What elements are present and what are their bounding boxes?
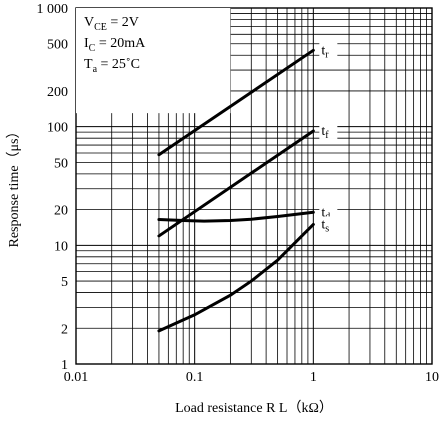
- condition-ic: IC = 20mA: [84, 36, 146, 54]
- condition-vce: VCE = 2V: [84, 15, 139, 33]
- curve-ts: [157, 222, 315, 333]
- x-axis-title: Load resistance R L（kΩ）: [175, 400, 333, 416]
- series-label-background: [319, 204, 338, 221]
- series-label-ts: ts: [321, 217, 329, 234]
- y-tick-label: 1 000: [37, 2, 69, 17]
- x-tick-label: 0.01: [64, 370, 89, 385]
- conditions-box: VCE = 2V IC = 20mA Ta = 25˚C: [84, 15, 146, 75]
- condition-ta: Ta = 25˚C: [84, 57, 140, 75]
- y-tick-label: 200: [47, 85, 68, 100]
- series-labels: trtftdts: [319, 42, 338, 234]
- y-tick-label: 10: [54, 239, 68, 254]
- y-tick-label: 2: [61, 322, 68, 337]
- y-tick-label: 20: [54, 204, 68, 219]
- x-tick-labels: 0.01 0.1 1 10: [64, 370, 439, 385]
- series-label-tf: tf: [321, 124, 329, 141]
- y-tick-labels: 1 000 500 200 100 50 20 10 5 2 1: [37, 2, 69, 373]
- series-label-tr: tr: [321, 43, 329, 60]
- plot-frame: [75, 7, 433, 365]
- y-tick-label: 5: [61, 275, 68, 290]
- x-tick-label: 10: [425, 370, 439, 385]
- curve-tf: [157, 129, 315, 238]
- curve-td: [157, 210, 315, 223]
- conditions-box-background: [76, 8, 231, 114]
- x-tick-label: 1: [310, 370, 317, 385]
- y-tick-label: 50: [54, 156, 68, 171]
- y-axis-title: Response time（μs）: [6, 125, 22, 248]
- x-tick-label: 0.1: [186, 370, 204, 385]
- series-curves: [157, 48, 315, 333]
- curve-tr: [157, 48, 315, 157]
- series-label-background: [319, 42, 338, 59]
- y-tick-label: 500: [47, 38, 68, 53]
- y-tick-label: 1: [61, 358, 68, 373]
- series-label-background: [319, 122, 338, 139]
- y-tick-label: 100: [47, 121, 68, 136]
- series-label-background: [319, 216, 338, 233]
